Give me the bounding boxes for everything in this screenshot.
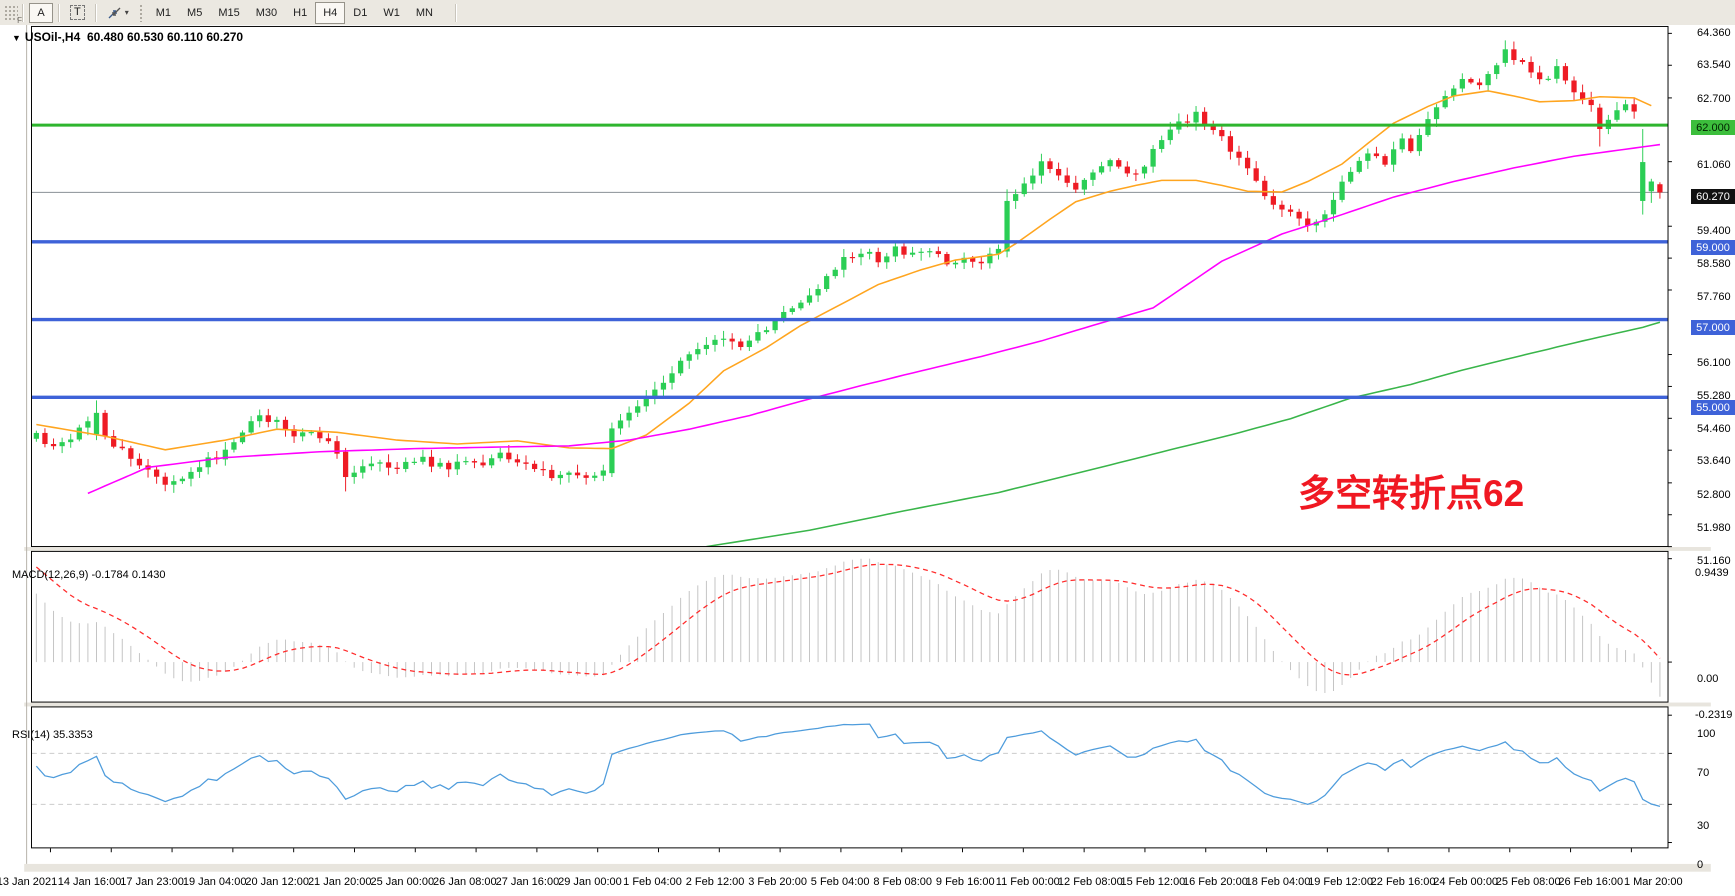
timeframe-button-m30[interactable]: M30 — [255, 6, 278, 19]
time-tick-label: 26 Jan 08:00 — [433, 876, 497, 888]
timeframe-button-h4[interactable]: H4 — [315, 1, 346, 24]
toolbar-grip-icon[interactable] — [138, 3, 144, 22]
time-tick-label: 19 Feb 12:00 — [1308, 876, 1373, 888]
ohlc-readout: 60.480 60.530 60.110 60.270 — [86, 30, 244, 44]
top-toolbar: F A T ▾ M1 M5 M15 M30 H1 H4 D1 W1 MN — [0, 0, 1735, 26]
rsi-indicator-label: RSI(14) 35.3353 — [12, 729, 93, 741]
macd-axis-label: 0.9439 — [1695, 567, 1729, 579]
rsi-line — [35, 723, 1661, 807]
time-tick-label: 9 Feb 16:00 — [935, 876, 995, 888]
time-tick-label: 2 Feb 12:00 — [685, 876, 745, 888]
chart-canvas — [24, 25, 1711, 872]
price-tick-label: 59.400 — [1697, 225, 1731, 237]
chart-annotation-text: 多空转折点62 — [1298, 473, 1525, 514]
price-badge-60.270: 60.270 — [1691, 189, 1735, 205]
timeframe-button-mn[interactable]: MN — [415, 6, 433, 19]
price-tick-label: 54.460 — [1697, 422, 1731, 435]
time-tick-label: 25 Jan 00:00 — [370, 876, 435, 888]
time-tick-label: 26 Feb 16:00 — [1558, 876, 1624, 888]
macd-axis-label: -0.2319 — [1695, 709, 1733, 721]
timeframe-button-w1[interactable]: W1 — [383, 6, 400, 19]
ma-mid — [87, 143, 1661, 495]
time-tick-label: 8 Feb 08:00 — [873, 876, 933, 888]
price-badge-59.000: 59.000 — [1691, 240, 1735, 255]
timeframe-bar: M1 M5 M15 M30 H1 H4 D1 W1 MN — [148, 1, 441, 24]
price-tick-label: 58.580 — [1697, 257, 1731, 270]
price-tick-label: 51.160 — [1697, 554, 1731, 567]
text-tool-button[interactable]: T — [65, 3, 90, 23]
time-tick-label: 11 Feb 00:00 — [995, 876, 1060, 888]
arrows-icon — [108, 7, 121, 18]
price-tick-label: 51.980 — [1697, 521, 1731, 534]
toolbar-separator — [22, 3, 24, 22]
macd-panel[interactable] — [8, 566, 1691, 722]
time-tick-label: 24 Feb 00:00 — [1433, 876, 1499, 888]
price-badge-55.000: 55.000 — [1691, 400, 1735, 415]
rsi-axis-label: 0 — [1697, 859, 1704, 871]
time-tick-label: 3 Feb 20:00 — [748, 876, 807, 888]
symbol-dropdown-icon[interactable]: ▼ — [12, 33, 21, 43]
time-tick-label: 16 Feb 20:00 — [1183, 876, 1248, 888]
timeframe-button-m1[interactable]: M1 — [155, 6, 172, 19]
chart-window: ▼ USOil-,H4 60.480 60.530 60.110 60.270 M… — [0, 25, 1735, 896]
macd-axis-label: 0.00 — [1697, 673, 1719, 686]
price-tick-label: 61.060 — [1697, 158, 1731, 171]
chart-title: ▼ USOil-,H4 60.480 60.530 60.110 60.270 — [12, 30, 243, 44]
toolbar-separator — [94, 3, 97, 22]
price-badge-57.000: 57.000 — [1691, 320, 1735, 335]
time-tick-label: 13 Jan 2021 — [0, 876, 58, 888]
price-tick-label: 56.100 — [1697, 357, 1731, 369]
macd-histogram — [35, 558, 1661, 697]
toolbar-grip-icon[interactable]: F — [4, 4, 22, 25]
time-tick-label: 15 Feb 12:00 — [1120, 876, 1186, 888]
ma-fast — [36, 90, 1652, 451]
price-tick-label: 53.640 — [1697, 455, 1731, 468]
time-tick-label: 18 Feb 04:00 — [1245, 876, 1311, 888]
price-tick-label: 62.700 — [1697, 93, 1731, 105]
time-tick-label: 14 Jan 16:00 — [57, 876, 122, 888]
time-tick-label: 25 Feb 08:00 — [1495, 876, 1561, 888]
dropdown-caret-icon: ▾ — [124, 8, 129, 17]
time-tick-label: 5 Feb 04:00 — [810, 876, 870, 888]
time-tick-label: 20 Jan 12:00 — [245, 876, 309, 888]
time-tick-label: 21 Jan 20:00 — [307, 876, 372, 888]
time-tick-label: 1 Feb 04:00 — [623, 876, 682, 888]
timeframe-button-m15[interactable]: M15 — [218, 6, 240, 19]
symbol-title: USOil-,H4 — [24, 30, 81, 44]
time-tick-label: 19 Jan 04:00 — [182, 876, 247, 888]
candles — [33, 40, 1663, 493]
time-tick-label: 12 Feb 08:00 — [1057, 876, 1123, 888]
price-tick-label: 57.760 — [1697, 290, 1731, 303]
price-badge-62.000: 62.000 — [1691, 120, 1735, 135]
price-scale[interactable] — [1691, 26, 1735, 872]
arrows-tool-button[interactable]: ▾ — [102, 3, 134, 23]
toolbar-separator — [58, 3, 60, 22]
cursor-a-button[interactable]: A — [29, 2, 53, 23]
rsi-axis-label: 100 — [1697, 728, 1716, 740]
timeframe-button-m5[interactable]: M5 — [187, 6, 203, 19]
timeframe-button-d1[interactable]: D1 — [353, 6, 368, 19]
price-tick-label: 55.280 — [1697, 389, 1731, 402]
time-tick-label: 29 Jan 00:00 — [558, 876, 622, 888]
toolbar-separator — [454, 3, 457, 22]
toolbar-grip-label: F — [17, 15, 22, 25]
rsi-axis-label: 70 — [1697, 767, 1710, 780]
rsi-axis-label: 30 — [1697, 819, 1710, 832]
time-tick-label: 1 Mar 20:00 — [1623, 876, 1683, 888]
rsi-panel[interactable] — [8, 726, 1691, 872]
macd-signal-line — [35, 563, 1661, 676]
price-tick-label: 64.360 — [1697, 26, 1731, 39]
price-tick-label: 52.800 — [1697, 489, 1731, 501]
time-tick-label: 27 Jan 16:00 — [495, 876, 560, 888]
time-tick-label: 22 Feb 16:00 — [1370, 876, 1436, 888]
price-tick-label: 63.540 — [1697, 59, 1731, 72]
time-tick-label: 17 Jan 23:00 — [120, 876, 184, 888]
ma-slow — [706, 321, 1661, 548]
macd-indicator-label: MACD(12,26,9) -0.1784 0.1430 — [12, 569, 166, 581]
timeframe-button-h1[interactable]: H1 — [293, 6, 308, 19]
